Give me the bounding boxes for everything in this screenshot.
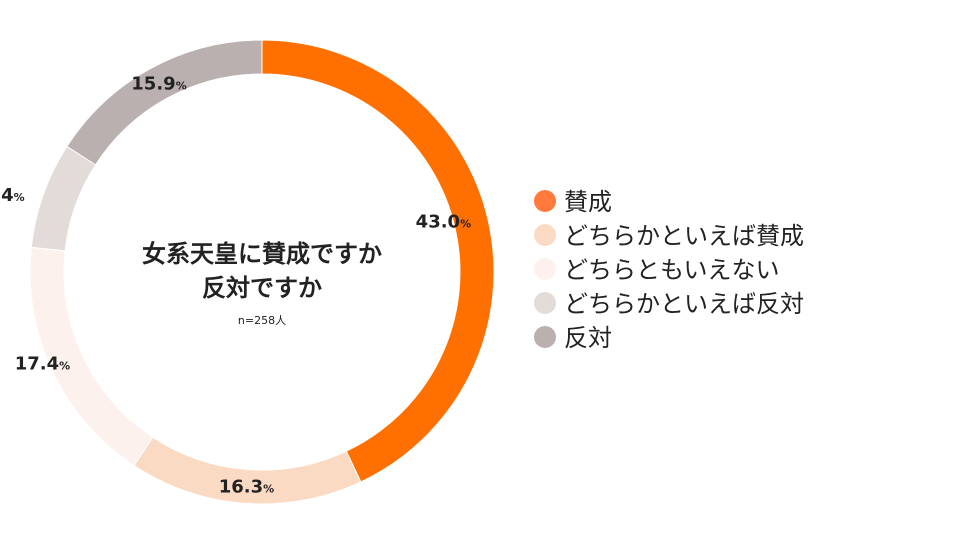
chart-title-line-1: 女系天皇に賛成ですか xyxy=(142,240,382,268)
slice-label-4: 7.4% xyxy=(0,185,25,206)
chart-title-line-2: 反対ですか xyxy=(202,274,322,302)
legend-swatch-2 xyxy=(534,224,556,246)
slice-unit-5: % xyxy=(176,79,187,92)
slice-label-2: 16.3% xyxy=(219,476,274,497)
slice-value-5: 15.9 xyxy=(131,73,175,94)
slice-unit-2: % xyxy=(263,482,274,495)
slice-value-1: 43.0 xyxy=(416,211,460,232)
slice-unit-1: % xyxy=(460,217,471,230)
legend-swatch-3 xyxy=(534,258,556,280)
legend-label-4: どちらかといえば反対 xyxy=(564,290,804,318)
slice-1 xyxy=(261,39,495,483)
slice-value-2: 16.3 xyxy=(219,476,263,497)
chart-subtitle: n=258人 xyxy=(238,314,286,327)
slice-label-1: 43.0% xyxy=(416,211,471,232)
legend-swatch-5 xyxy=(534,326,556,348)
slice-labels: 43.0%16.3%17.4%7.4%15.9% xyxy=(0,73,471,497)
legend-swatch-1 xyxy=(534,190,556,212)
slice-unit-4: % xyxy=(14,191,25,204)
slice-label-5: 15.9% xyxy=(131,73,186,94)
legend-swatch-4 xyxy=(534,292,556,314)
slice-5 xyxy=(66,39,263,166)
slice-unit-3: % xyxy=(59,360,70,373)
slice-4 xyxy=(30,145,97,252)
donut-slices xyxy=(29,39,495,505)
slice-label-3: 17.4% xyxy=(15,354,70,375)
slice-value-3: 17.4 xyxy=(15,354,59,375)
legend-label-2: どちらかといえば賛成 xyxy=(564,222,804,250)
legend-label-5: 反対 xyxy=(564,324,612,352)
slice-value-4: 7.4 xyxy=(0,185,14,206)
center-title-block: 女系天皇に賛成ですか 反対ですか n=258人 xyxy=(142,240,382,327)
legend-label-1: 賛成 xyxy=(564,188,612,216)
legend-label-3: どちらともいえない xyxy=(564,256,780,284)
